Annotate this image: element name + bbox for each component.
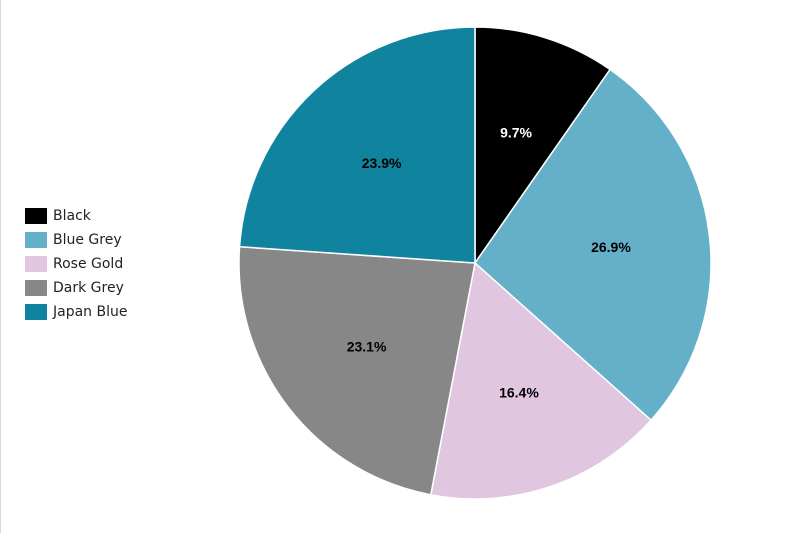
pie-slice-japan-blue[interactable] <box>238 26 476 264</box>
legend-swatch-dark-grey <box>25 280 47 296</box>
data-label-dark-grey: 23.1% <box>347 339 387 355</box>
data-label-rose-gold: 16.4% <box>499 385 539 401</box>
legend-swatch-black <box>25 208 47 224</box>
legend-item-blue-grey[interactable]: Blue Grey <box>25 228 127 252</box>
legend-item-dark-grey[interactable]: Dark Grey <box>25 276 127 300</box>
legend-label-dark-grey: Dark Grey <box>53 280 124 296</box>
legend-item-black[interactable]: Black <box>25 204 127 228</box>
legend: Black Blue Grey Rose Gold Dark Grey Japa… <box>25 204 127 324</box>
legend-label-blue-grey: Blue Grey <box>53 232 122 248</box>
legend-label-black: Black <box>53 208 91 224</box>
data-label-japan-blue: 23.9% <box>362 155 402 171</box>
pie-slice-rose-gold[interactable] <box>429 261 653 500</box>
legend-label-rose-gold: Rose Gold <box>53 256 124 272</box>
pie-slice-dark-grey[interactable] <box>238 245 476 496</box>
legend-item-japan-blue[interactable]: Japan Blue <box>25 300 127 324</box>
pie-slice-blue-grey[interactable] <box>474 68 712 422</box>
legend-label-japan-blue: Japan Blue <box>53 304 128 320</box>
legend-swatch-japan-blue <box>25 304 47 320</box>
data-label-black: 9.7% <box>500 124 532 140</box>
data-label-blue-grey: 26.9% <box>591 239 631 255</box>
pie-slice-black[interactable] <box>474 26 612 266</box>
legend-swatch-blue-grey <box>25 232 47 248</box>
legend-item-rose-gold[interactable]: Rose Gold <box>25 252 127 276</box>
legend-swatch-rose-gold <box>25 256 47 272</box>
